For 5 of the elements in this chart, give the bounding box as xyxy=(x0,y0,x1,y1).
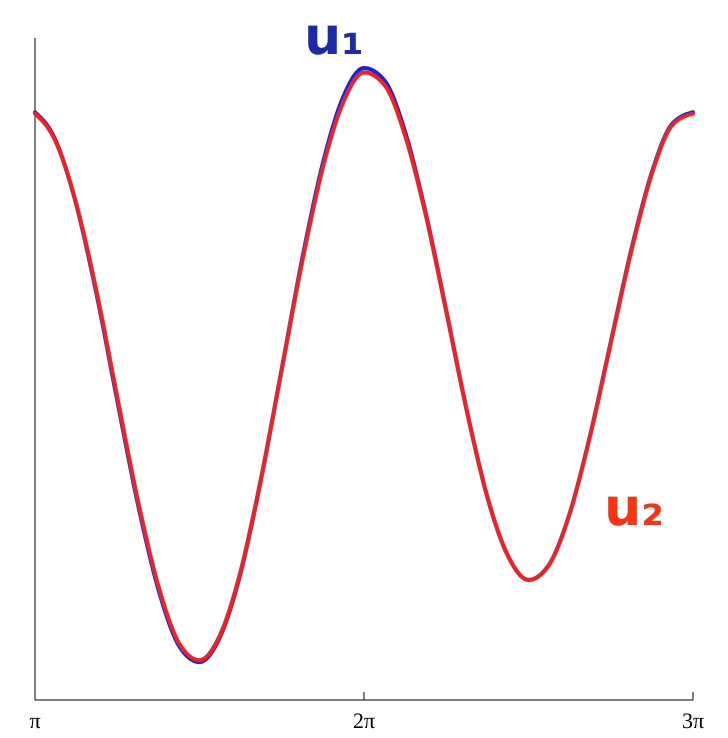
series-label: u₁ xyxy=(304,7,364,67)
series-label: u₂ xyxy=(604,478,664,538)
x-tick-label: 3π xyxy=(682,708,704,733)
x-tick-label: π xyxy=(29,708,41,733)
x-tick-label: 2π xyxy=(352,708,375,733)
